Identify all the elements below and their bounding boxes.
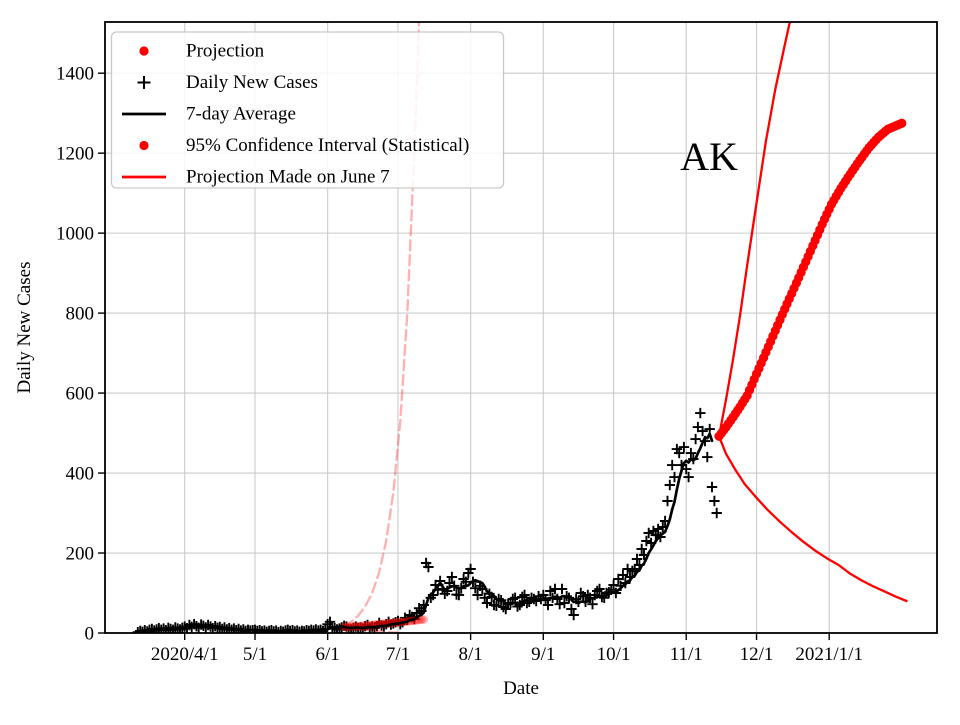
plus-marker bbox=[137, 76, 151, 89]
legend-label: Daily New Cases bbox=[186, 72, 318, 93]
grid bbox=[105, 22, 937, 633]
x-tick-label: 5/1 bbox=[243, 644, 267, 665]
legend-item-daily-new-cases: Daily New Cases bbox=[137, 72, 318, 93]
x-tick-label: 12/1 bbox=[740, 644, 774, 665]
x-tick-label: 2021/1/1 bbox=[795, 644, 863, 665]
legend-item-confidence-interval: 95% Confidence Interval (Statistical) bbox=[139, 135, 469, 156]
state-annotation: AK bbox=[680, 134, 738, 179]
y-tick-label: 1200 bbox=[56, 144, 94, 165]
x-tick-label: 11/1 bbox=[670, 644, 703, 665]
series-seven_day_average bbox=[150, 432, 714, 633]
ci-dot-marker bbox=[139, 140, 149, 151]
x-tick-label: 6/1 bbox=[316, 644, 340, 665]
y-tick-label: 200 bbox=[66, 544, 95, 565]
legend-label: Projection bbox=[186, 41, 265, 62]
series-june7_ci_lower bbox=[342, 627, 409, 633]
x-tick-label: 10/1 bbox=[597, 644, 631, 665]
x-axis-label: Date bbox=[503, 678, 539, 699]
x-tick-label: 9/1 bbox=[531, 644, 555, 665]
legend-label: Projection Made on June 7 bbox=[186, 167, 390, 188]
x-tick-label: 8/1 bbox=[458, 644, 482, 665]
x-tick-label: 2020/4/1 bbox=[151, 644, 219, 665]
plot-series bbox=[132, 22, 908, 633]
y-axis-label: Daily New Cases bbox=[14, 262, 35, 394]
legend-item-7-day-average: 7-day Average bbox=[122, 104, 296, 125]
series-june7_ci_upper bbox=[342, 22, 421, 627]
series-projection bbox=[714, 118, 907, 441]
y-tick-label: 1400 bbox=[56, 64, 94, 85]
x-tick-label: 7/1 bbox=[386, 644, 410, 665]
legend-item-projection-june7: Projection Made on June 7 bbox=[122, 167, 390, 188]
y-tick-label: 1000 bbox=[56, 224, 94, 245]
legend-label: 7-day Average bbox=[186, 104, 296, 125]
legend: Projection Daily New Cases 7-day Average… bbox=[110, 31, 505, 189]
legend-label: 95% Confidence Interval (Statistical) bbox=[186, 135, 469, 156]
legend-item-projection: Projection bbox=[139, 41, 265, 62]
y-tick-label: 0 bbox=[85, 624, 95, 645]
series-ci_lower bbox=[717, 435, 908, 603]
y-tick-label: 400 bbox=[66, 464, 95, 485]
y-tick-label: 800 bbox=[66, 304, 95, 325]
plot-frame bbox=[104, 21, 938, 634]
axis-ticks-and-labels: 2020/4/1 5/1 6/1 7/1 8/1 9/1 10/1 11/1 12/1 2021/… bbox=[56, 64, 863, 665]
projection-dot-marker bbox=[139, 46, 149, 56]
legend-box bbox=[110, 31, 505, 189]
y-tick-label: 600 bbox=[66, 384, 95, 405]
series-ci_upper bbox=[717, 22, 792, 438]
